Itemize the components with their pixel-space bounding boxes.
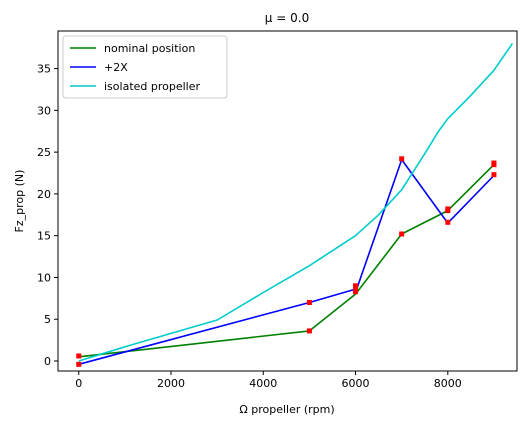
data-point-nominal-position (445, 219, 451, 225)
data-point-2x (306, 299, 312, 305)
legend-items: nominal position +2X isolated propeller (70, 42, 200, 93)
y-tick-label: 15 (37, 230, 51, 243)
y-tick-label: 30 (37, 104, 51, 117)
plot-area (57, 30, 518, 372)
data-point-nominal-position (353, 286, 359, 292)
y-axis-ticks: 0 5 10 15 20 25 30 35 (37, 63, 58, 368)
legend-box (62, 35, 228, 99)
data-point-nominal-position (306, 328, 312, 334)
data-point-2x (399, 156, 405, 162)
x-tick-label: 6000 (342, 377, 370, 390)
y-tick-label: 35 (37, 63, 51, 76)
x-axis-ticks: 0 2000 4000 6000 8000 (75, 371, 462, 390)
series-line-isolated-propeller (78, 43, 514, 362)
legend-label: nominal position (104, 42, 195, 55)
data-point-2x (445, 208, 451, 214)
x-tick-label: 4000 (249, 377, 277, 390)
legend-label: +2X (104, 61, 128, 74)
data-point-2x (353, 283, 359, 289)
x-tick-label: 8000 (434, 377, 462, 390)
data-point-2x (76, 361, 82, 367)
x-axis-label: Ω propeller (rpm) (239, 403, 334, 416)
plot-frame (57, 30, 518, 372)
y-tick-label: 10 (37, 271, 51, 284)
data-point-nominal-position (399, 231, 405, 237)
chart-title: μ = 0.0 (265, 11, 309, 25)
legend-label: isolated propeller (104, 80, 200, 93)
y-tick-label: 25 (37, 146, 51, 159)
data-point-2x (491, 160, 497, 166)
data-point-nominal-position (491, 172, 497, 178)
y-tick-label: 0 (44, 355, 51, 368)
y-axis-label: Fz_prop (N) (13, 170, 26, 233)
series-line-nominal-position (78, 164, 495, 358)
marker-layer (76, 156, 497, 367)
y-tick-label: 5 (44, 313, 51, 326)
x-tick-label: 0 (75, 377, 82, 390)
data-point-nominal-position (353, 289, 359, 295)
data-point-nominal-position (76, 353, 82, 359)
legend: nominal position +2X isolated propeller (62, 35, 228, 99)
y-tick-label: 20 (37, 188, 51, 201)
x-tick-label: 2000 (157, 377, 185, 390)
